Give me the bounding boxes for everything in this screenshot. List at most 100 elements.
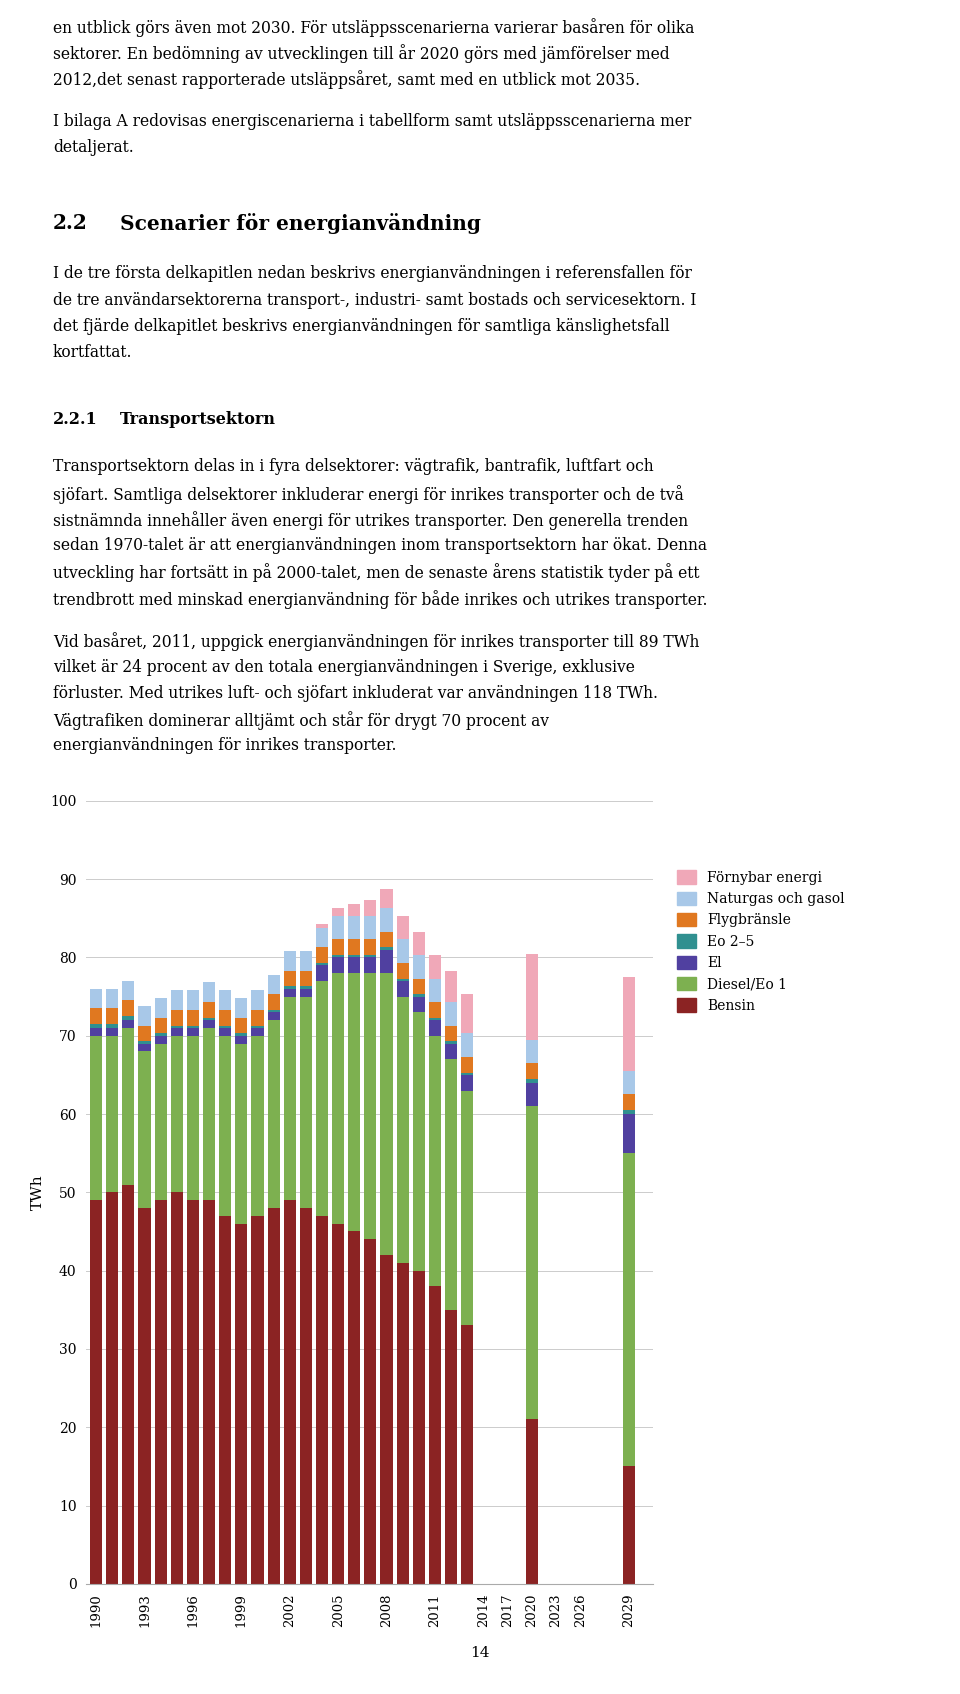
Text: I bilaga A redovisas energiscenarierna i tabellform samt utsläppsscenarierna mer: I bilaga A redovisas energiscenarierna i… — [53, 113, 691, 130]
Bar — [283, 971, 296, 986]
Text: 2.2: 2.2 — [53, 213, 87, 234]
Bar — [396, 940, 409, 962]
Bar — [219, 1035, 231, 1216]
Bar — [138, 1052, 151, 1208]
Bar — [316, 981, 328, 1216]
Bar — [445, 1003, 457, 1025]
Bar — [235, 1044, 248, 1223]
Bar — [413, 979, 425, 994]
Bar — [155, 1044, 167, 1199]
Bar — [445, 971, 457, 1003]
Bar — [413, 1270, 425, 1584]
Bar — [90, 1035, 102, 1199]
Bar — [429, 1286, 441, 1584]
Bar — [316, 1216, 328, 1584]
Bar — [429, 1020, 441, 1035]
Text: I de tre första delkapitlen nedan beskrivs energianvändningen i referensfallen f: I de tre första delkapitlen nedan beskri… — [53, 266, 691, 283]
Bar — [413, 932, 425, 955]
Bar — [219, 1028, 231, 1035]
Text: energianvändningen för inrikes transporter.: energianvändningen för inrikes transport… — [53, 737, 396, 754]
Bar — [461, 994, 473, 1033]
Bar — [396, 979, 409, 981]
Bar — [219, 1216, 231, 1584]
Bar — [332, 940, 345, 955]
Bar — [155, 998, 167, 1018]
Bar — [445, 1059, 457, 1309]
Bar — [622, 1467, 635, 1584]
Bar — [622, 1110, 635, 1115]
Bar — [155, 1018, 167, 1033]
Bar — [622, 1071, 635, 1094]
Bar — [316, 962, 328, 966]
Bar — [203, 1003, 215, 1018]
Bar — [122, 1184, 134, 1584]
Text: Transportsektorn: Transportsektorn — [120, 412, 276, 429]
Bar — [107, 1008, 118, 1023]
Bar — [300, 986, 312, 989]
Bar — [365, 1240, 376, 1584]
Bar — [122, 1028, 134, 1184]
Bar — [171, 991, 182, 1010]
Text: Transportsektorn delas in i fyra delsektorer: vägtrafik, bantrafik, luftfart och: Transportsektorn delas in i fyra delsekt… — [53, 459, 654, 476]
Bar — [429, 1018, 441, 1020]
Bar — [526, 1082, 538, 1106]
Bar — [348, 916, 360, 940]
Bar — [348, 972, 360, 1232]
Bar — [445, 1309, 457, 1584]
Text: vilket är 24 procent av den totala energianvändningen i Sverige, exklusive: vilket är 24 procent av den totala energ… — [53, 659, 635, 676]
Bar — [138, 1006, 151, 1025]
Bar — [107, 1193, 118, 1584]
Bar — [235, 1018, 248, 1033]
Bar — [203, 983, 215, 1003]
Bar — [268, 1010, 279, 1013]
Bar — [203, 1018, 215, 1020]
Bar — [622, 977, 635, 1071]
Bar — [90, 989, 102, 1008]
Bar — [268, 974, 279, 994]
Bar — [380, 889, 393, 908]
Bar — [300, 950, 312, 971]
Bar — [235, 1033, 248, 1035]
Bar — [171, 1028, 182, 1035]
Bar — [332, 916, 345, 940]
Bar — [380, 947, 393, 950]
Bar — [203, 1028, 215, 1199]
Bar — [316, 923, 328, 928]
Bar — [171, 1193, 182, 1584]
Bar — [365, 940, 376, 955]
Bar — [380, 1255, 393, 1584]
Bar — [107, 989, 118, 1008]
Bar — [461, 1057, 473, 1072]
Text: de tre användarsektorerna transport-, industri- samt bostads och servicesektorn.: de tre användarsektorerna transport-, in… — [53, 291, 696, 308]
Bar — [107, 1035, 118, 1193]
Bar — [107, 1023, 118, 1028]
Bar — [332, 1223, 345, 1584]
Bar — [187, 991, 199, 1010]
Text: sjöfart. Samtliga delsektorer inkluderar energi för inrikes transporter och de t: sjöfart. Samtliga delsektorer inkluderar… — [53, 484, 684, 503]
Bar — [138, 1208, 151, 1584]
Text: 14: 14 — [470, 1647, 490, 1660]
Text: Scenarier för energianvändning: Scenarier för energianvändning — [120, 213, 481, 234]
Bar — [138, 1044, 151, 1052]
Bar — [526, 1040, 538, 1064]
Bar — [461, 1076, 473, 1091]
Text: sedan 1970-talet är att energianvändningen inom transportsektorn har ökat. Denna: sedan 1970-talet är att energianvändning… — [53, 537, 707, 554]
Bar — [332, 955, 345, 957]
Bar — [283, 996, 296, 1199]
Bar — [268, 994, 279, 1010]
Bar — [622, 1154, 635, 1467]
Bar — [171, 1035, 182, 1193]
Text: det fjärde delkapitlet beskrivs energianvändningen för samtliga känslighetsfall: det fjärde delkapitlet beskrivs energian… — [53, 318, 669, 335]
Bar — [380, 932, 393, 947]
Bar — [396, 916, 409, 940]
Bar — [300, 989, 312, 996]
Bar — [413, 994, 425, 996]
Bar — [252, 1216, 263, 1584]
Text: sektorer. En bedömning av utvecklingen till år 2020 görs med jämförelser med: sektorer. En bedömning av utvecklingen t… — [53, 44, 669, 63]
Text: en utblick görs även mot 2030. För utsläppsscenarierna varierar basåren för olik: en utblick görs även mot 2030. För utslä… — [53, 19, 694, 37]
Bar — [235, 1035, 248, 1044]
Bar — [268, 1208, 279, 1584]
Bar — [380, 972, 393, 1255]
Bar — [283, 950, 296, 971]
Bar — [187, 1025, 199, 1028]
